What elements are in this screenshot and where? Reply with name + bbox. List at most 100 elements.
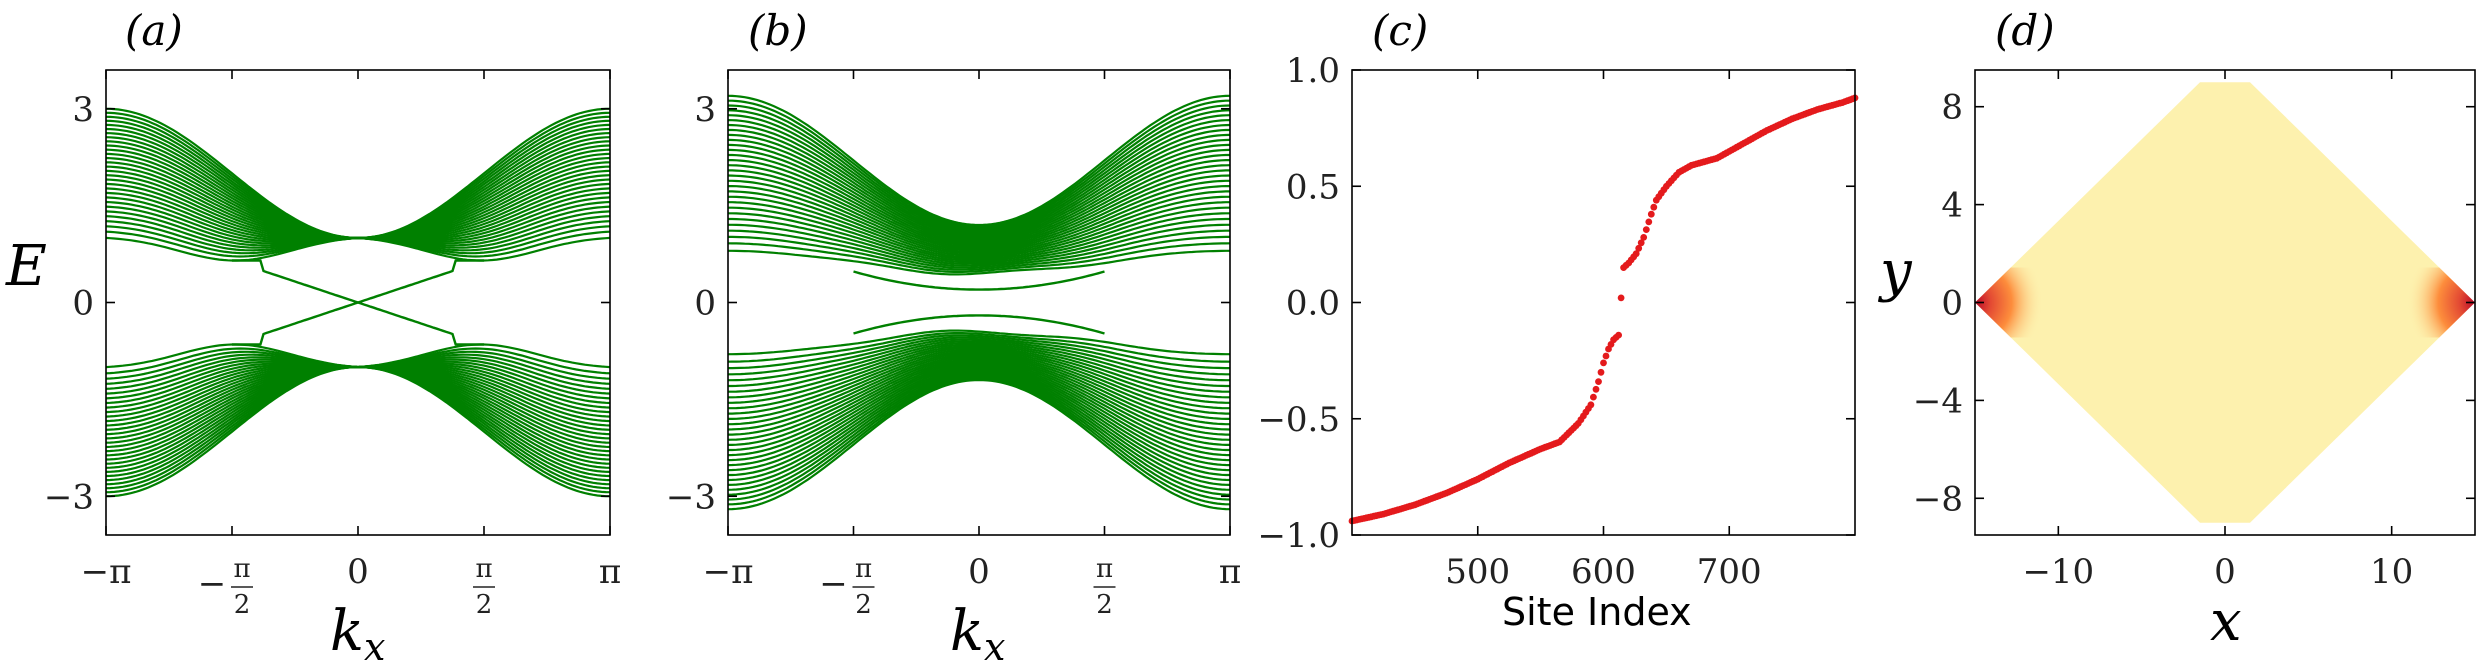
a-ytick-label: −3 [44,477,94,517]
b-xtick-label: π [855,554,872,584]
b-band-line [728,348,1230,415]
b-band-line [728,343,1230,399]
b-band-line [728,109,1230,231]
b-band-line [728,372,1230,491]
c-xtick-label: 700 [1697,552,1762,592]
b-band-line [728,201,1230,260]
b-band-line [728,169,1230,250]
b-band-line [728,347,1230,410]
c-data-point [1642,226,1650,234]
b-band-line [728,371,1230,486]
b-band-line [728,249,1230,276]
d-xtick-label: 0 [2214,552,2236,592]
b-band-line [728,365,1230,467]
b-band-line [728,195,1230,258]
b-xtick-label: π [1219,552,1241,592]
b-band-line [728,190,1230,257]
a-band-line [106,350,610,380]
b-band-line [728,128,1230,237]
b-band-line [728,363,1230,462]
b-band-line [728,378,1230,511]
d-ytick-label: 0 [1941,284,1963,324]
a-band-line [106,365,610,498]
c-xtick-label: 600 [1571,552,1636,592]
b-band-line [728,123,1230,236]
a-ytick-label: 3 [72,90,94,130]
panel-b-plot: −π − π20 π2π−303 [666,69,1241,620]
b-band-line [728,114,1230,233]
c-data-point [1650,203,1658,211]
b-band-line [728,159,1230,247]
b-ytick-label: 3 [694,90,716,130]
c-data-point [1647,210,1655,218]
b-band-line [728,217,1230,265]
a-band-line [106,215,610,249]
b-edge-state-line [853,270,1105,291]
b-band-line [728,143,1230,242]
b-band-line [728,374,1230,496]
panel-c-label: (c) [1372,6,1428,55]
b-band-line [728,242,1230,273]
b-band-line [728,336,1230,376]
d-xtick-label: −10 [2022,552,2094,592]
b-band-line [728,99,1230,228]
c-data-point [1645,218,1653,226]
panel-b-xlabel: kx [950,599,1005,669]
c-data-point [1602,352,1610,360]
panel-d-xlabel: x [2210,589,2242,654]
panel-a-label: (a) [125,6,183,55]
b-band-line [728,138,1230,240]
b-band-line [728,229,1230,269]
b-band-line [728,375,1230,501]
b-band-line [728,332,1230,363]
b-band-line [728,94,1230,227]
panel-a-plot: −π − π20 π2π−303 [44,69,621,620]
b-band-line [728,223,1230,267]
b-band-line [728,350,1230,420]
b-band-line [728,352,1230,426]
d-ytick-label: −8 [1913,479,1963,519]
b-band-line [728,369,1230,482]
b-band-line [728,368,1230,477]
c-data-point [1592,385,1600,393]
b-band-line [728,353,1230,431]
a-xtick-label-den: 2 [234,590,251,620]
d-ytick-label: 8 [1941,88,1963,128]
panel-d-ylabel: y [1877,239,1913,304]
b-xtick-label-den: 2 [1096,590,1113,620]
panel-b-label: (b) [748,6,808,55]
a-xtick-label-den: 2 [476,590,493,620]
c-data-point [1595,378,1602,385]
b-band-line [728,362,1230,457]
a-xtick-label: π [599,552,621,592]
b-band-line [728,358,1230,446]
b-ytick-label: −3 [666,477,716,517]
a-band-line [106,107,610,240]
b-band-line [728,341,1230,393]
b-band-line [728,206,1230,262]
b-band-line [728,212,1230,264]
a-ytick-label: 0 [72,284,94,324]
b-xtick-label: 0 [968,552,990,592]
b-band-line [728,360,1230,452]
panel-d-label: (d) [1995,6,2055,55]
a-edge-state-line [232,259,484,346]
c-data-point [1632,250,1640,258]
b-band-line [728,104,1230,230]
c-axes-frame [1351,69,1856,536]
ylabel-E: E [5,234,47,299]
b-band-line [728,338,1230,382]
b-band-line [728,174,1230,252]
b-band-line [728,235,1230,271]
b-xtick-label: −π [703,552,754,592]
c-ytick-label: −0.5 [1257,400,1340,440]
b-band-line [728,185,1230,255]
d-ytick-label: 4 [1941,186,1963,226]
a-xtick-label-sign: − [198,564,227,604]
b-xtick-label-den: 2 [855,590,872,620]
b-band-line [728,164,1230,248]
b-band-line [728,119,1230,234]
a-xtick-label: 0 [347,552,369,592]
c-data-point [1587,401,1595,409]
b-band-line [728,345,1230,404]
